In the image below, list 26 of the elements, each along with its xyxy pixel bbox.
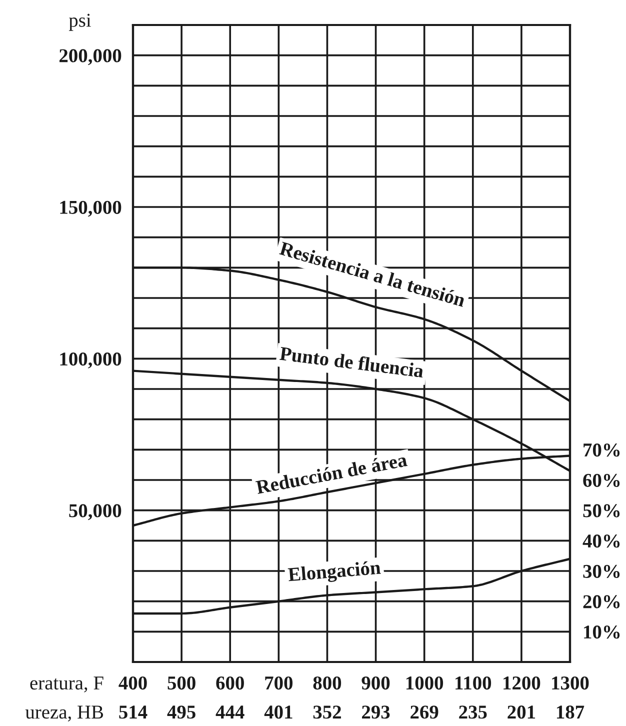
x-tick-label: 800 352 [313, 676, 342, 719]
text: Reducción de área [255, 452, 408, 494]
y-axis-title: psi [68, 14, 91, 31]
y-tick-label: 50,000 [69, 504, 122, 520]
x-tick-label: 900 293 [362, 676, 390, 719]
y2-tick-label: 60% [583, 474, 620, 487]
y2-tick-label: 20% [583, 595, 620, 608]
y2-tick-label: 50% [583, 504, 620, 518]
x-tick-label: 1300 187 [552, 676, 589, 719]
y-tick-label: 200,000 [60, 49, 122, 66]
x-tick-label: 500 495 [167, 676, 196, 719]
y2-tick-label: 30% [583, 564, 620, 578]
x-axis-title: eratura, F ureza, HB [25, 676, 104, 722]
x-tick-label: 1100 235 [456, 676, 492, 719]
x-tick-label: 600 444 [216, 676, 244, 718]
y-tick-label: 100,000 [60, 352, 122, 368]
x-tick-label: 700 401 [264, 676, 293, 719]
text: Punto de fluencia [279, 346, 424, 378]
x-tick-label: 400 514 [118, 676, 148, 719]
y2-tick-label: 40% [582, 534, 620, 548]
x-tick-label: 1000 269 [406, 676, 444, 719]
series-label: Elongación [288, 560, 382, 586]
y2-tick-label: 70% [584, 443, 620, 457]
y-tick-label: 150,000 [60, 200, 122, 217]
x-tick-label: 1200 201 [504, 676, 540, 719]
y2-tick-label: 10% [584, 625, 620, 639]
